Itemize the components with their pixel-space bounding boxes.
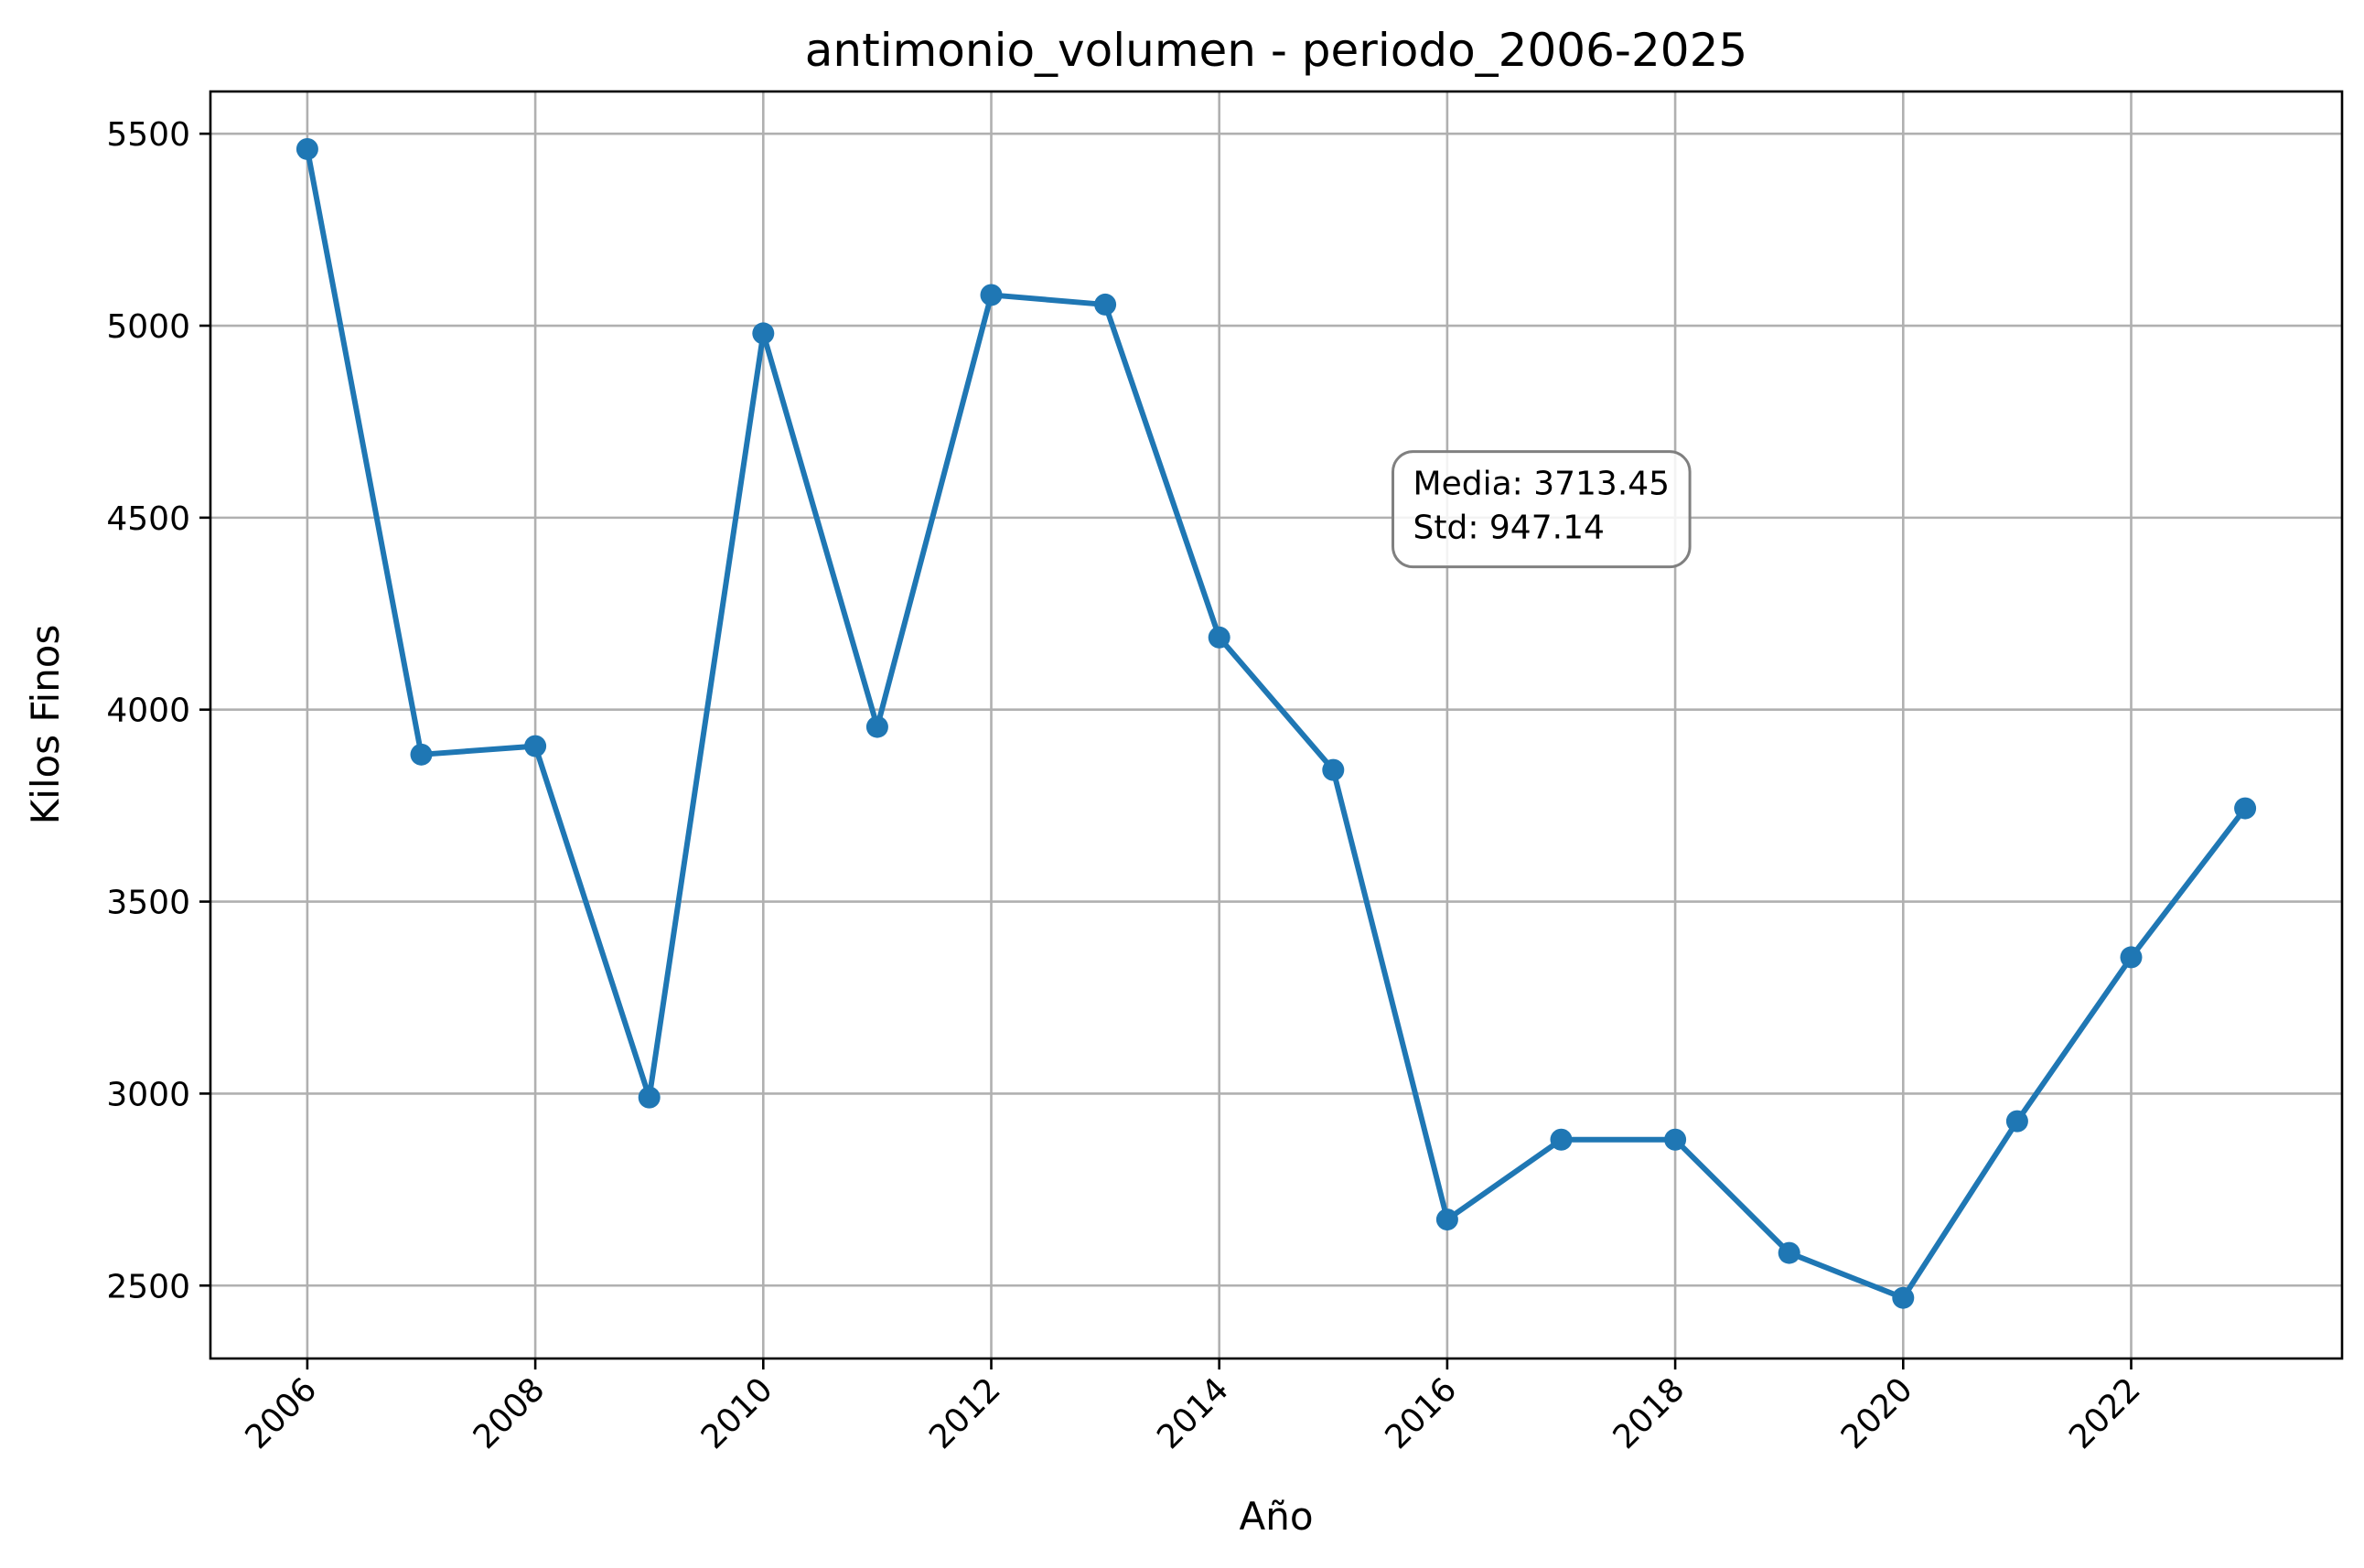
data-point (410, 743, 433, 766)
stats-annotation: Media: 3713.45 Std: 947.14 (1392, 450, 1692, 569)
data-point (2234, 797, 2257, 820)
data-point (1094, 293, 1117, 316)
y-tick-label: 5500 (106, 116, 190, 154)
y-tick-label: 3000 (106, 1076, 190, 1113)
chart-title: antimonio_volumen - periodo_2006-2025 (805, 24, 1747, 77)
stats-annotation-box (1392, 450, 1692, 569)
data-point (1778, 1241, 1800, 1264)
data-point (865, 715, 888, 738)
data-point (2005, 1110, 2028, 1133)
y-tick-label: 3500 (106, 885, 190, 922)
data-point (1322, 758, 1345, 781)
x-axis-label: Año (1239, 1494, 1313, 1539)
data-point (1435, 1208, 1458, 1231)
data-point (980, 284, 1003, 306)
data-point (1664, 1128, 1687, 1151)
series-line (304, 145, 2249, 1301)
tick-marks (199, 132, 2133, 1369)
data-point (1208, 626, 1230, 649)
y-tick-label: 4500 (106, 500, 190, 538)
grid-lines (210, 91, 2342, 1359)
stats-mean-label: Media: 3713.45 (1413, 466, 1671, 503)
y-tick-label: 5000 (106, 308, 190, 346)
data-point (752, 322, 775, 345)
plot-frame (209, 90, 2344, 1360)
data-point (296, 137, 318, 160)
y-tick-label: 4000 (106, 693, 190, 730)
y-axis-label: Kilos Finos (23, 625, 68, 825)
data-point (638, 1086, 661, 1109)
series-layer (296, 137, 2257, 1309)
data-point (1550, 1128, 1573, 1151)
data-point (1892, 1286, 1915, 1309)
stats-std-label: Std: 947.14 (1413, 510, 1605, 547)
y-tick-labels: 2500 3000 3500 4000 4500 5000 5500 (106, 116, 190, 1305)
y-tick-label: 2500 (106, 1268, 190, 1305)
data-point (524, 735, 547, 757)
data-point (2120, 946, 2143, 969)
